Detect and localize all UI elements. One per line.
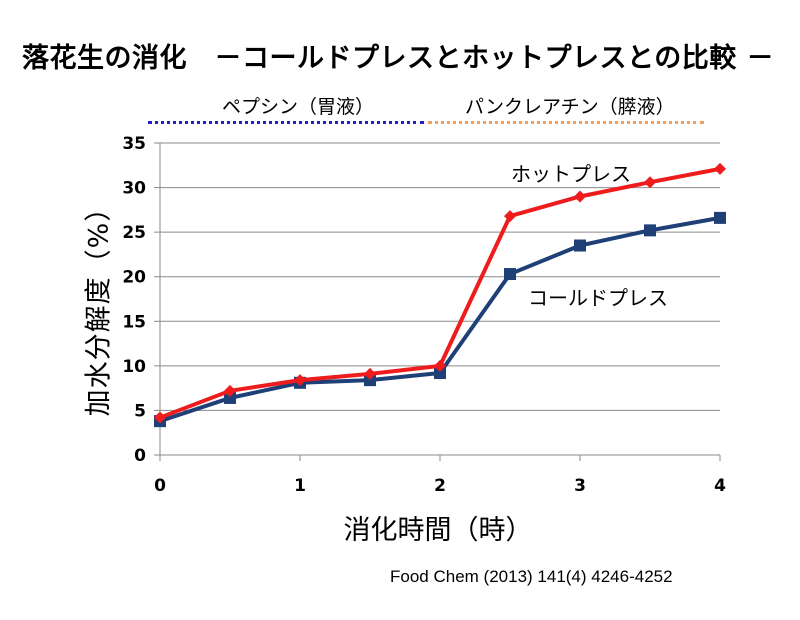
- hot-press-point: [504, 210, 516, 223]
- x-tick-label: 3: [574, 476, 586, 496]
- cold-press-series-label: コールドプレス: [528, 286, 668, 310]
- hot-press-point: [644, 176, 656, 189]
- x-tick-label: 2: [434, 476, 446, 496]
- hot-press-point: [154, 411, 166, 424]
- y-tick-label: 10: [122, 357, 146, 377]
- x-tick-label: 1: [294, 476, 306, 496]
- x-tick-label: 0: [154, 476, 166, 496]
- hot-press-point: [364, 367, 376, 380]
- hot-press-point: [294, 374, 306, 387]
- y-tick-label: 35: [122, 134, 146, 154]
- pancreatin-phase-dotted-line: [428, 121, 704, 124]
- y-tick-label: 5: [134, 401, 146, 421]
- hot-press-point: [714, 162, 726, 175]
- cold-press-point: [574, 239, 586, 252]
- cold-press-point: [434, 366, 446, 379]
- hot-press-point: [574, 190, 586, 203]
- citation-text: Food Chem (2013) 141(4) 4246-4252: [390, 567, 673, 586]
- cold-press-point: [714, 211, 726, 224]
- chart-title: 落花生の消化 －コールドプレスとホットプレスとの比較 －: [22, 43, 775, 74]
- x-axis-label: 消化時間（時）: [343, 515, 533, 546]
- y-tick-label: 15: [122, 312, 146, 332]
- hot-press-point: [224, 384, 236, 397]
- y-tick-label: 0: [134, 446, 146, 466]
- cold-press-point: [224, 391, 236, 404]
- y-tick-label: 20: [122, 268, 146, 288]
- cold-press-point: [504, 268, 516, 281]
- cold-press-point: [364, 374, 376, 387]
- hot-press-series-label: ホットプレス: [511, 162, 631, 186]
- axis-layer: [154, 142, 721, 461]
- pepsin-phase-label: ペプシン（胃液）: [222, 96, 375, 118]
- x-tick-label: 4: [714, 476, 726, 496]
- pancreatin-phase-label: パンクレアチン（膵液）: [465, 96, 675, 118]
- series-layer: [154, 162, 726, 428]
- cold-press-point: [644, 224, 656, 237]
- hot-press-point: [434, 359, 446, 372]
- y-axis-label: 加水分解度（%）: [83, 193, 115, 417]
- pepsin-phase-dotted-line: [148, 121, 424, 124]
- y-tick-label: 30: [122, 179, 146, 199]
- tick-label-layer: 0 5 10 15 20 25 30 35 0 1 2 3 4: [122, 134, 726, 496]
- y-tick-label: 25: [122, 223, 146, 243]
